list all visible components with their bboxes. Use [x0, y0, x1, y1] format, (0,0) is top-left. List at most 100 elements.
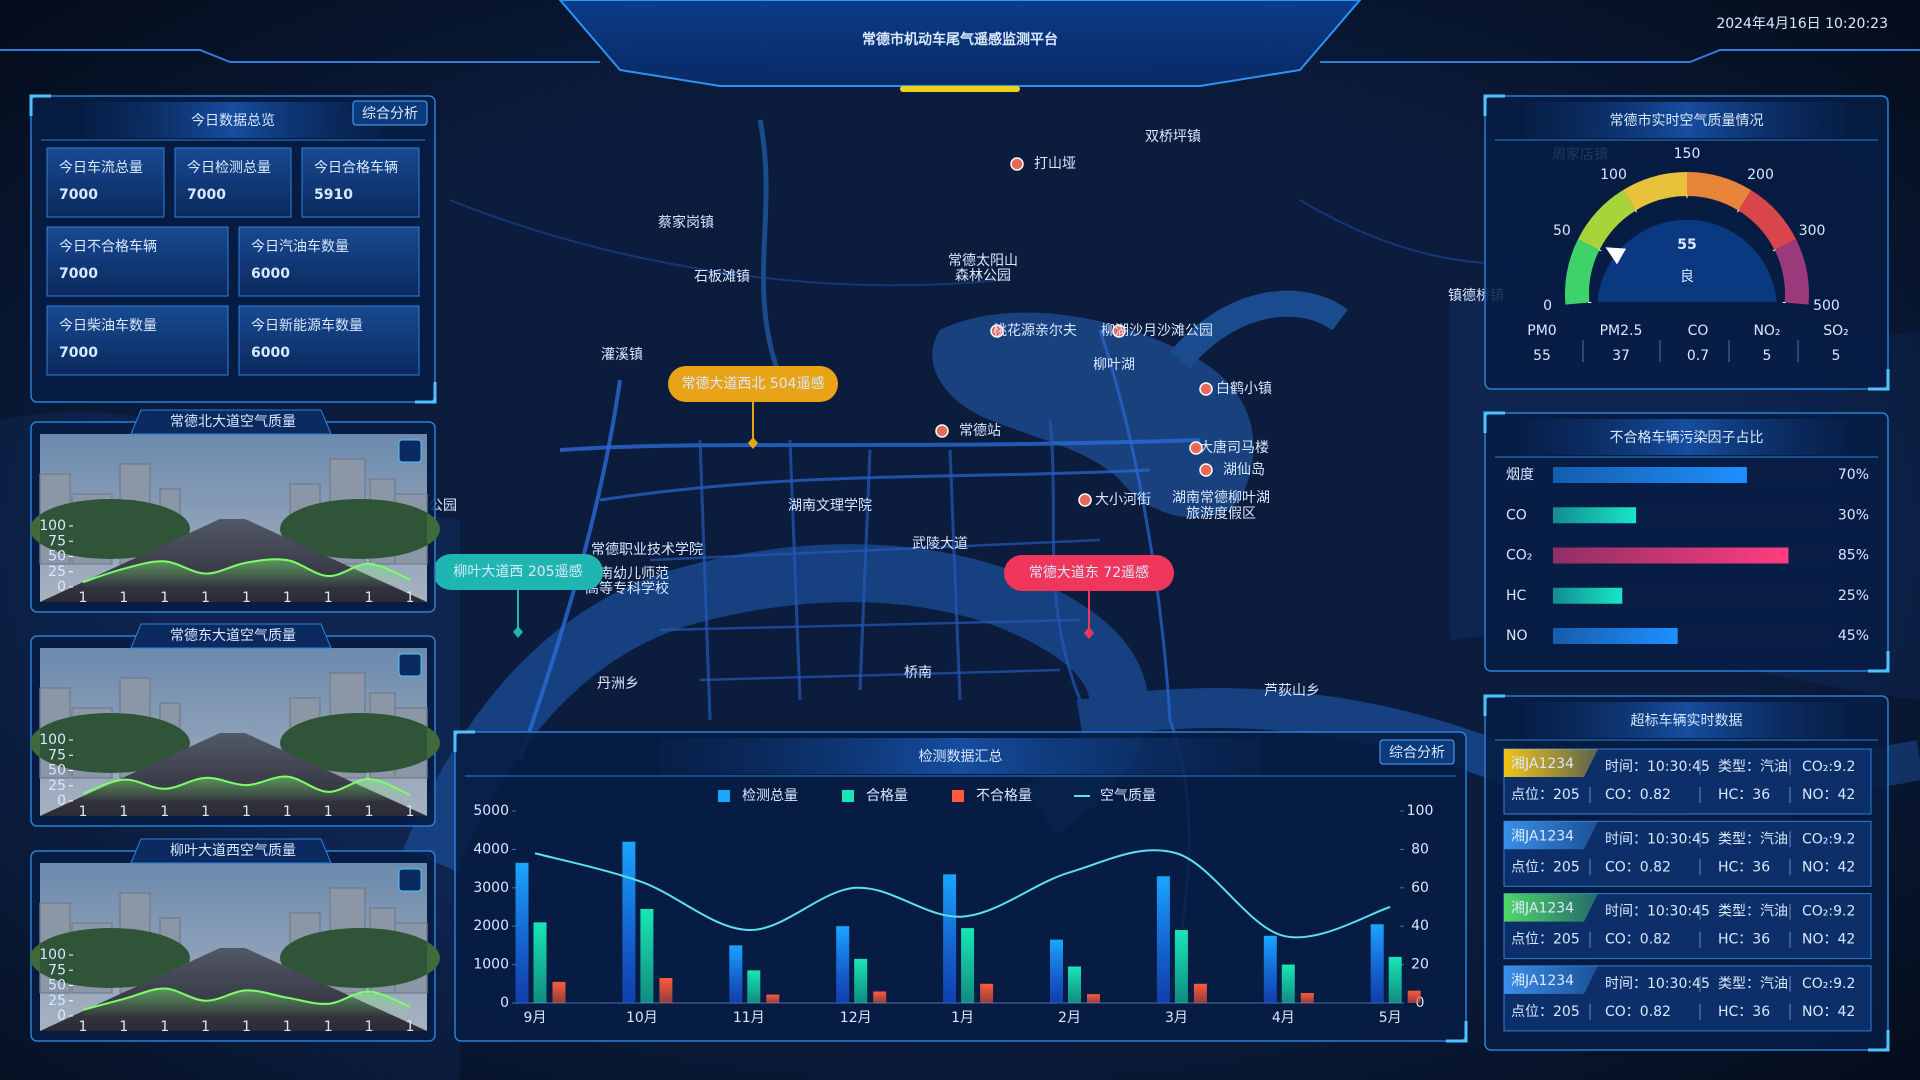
- gauge-tick-label: 100: [1600, 167, 1627, 183]
- bar: [747, 970, 761, 1003]
- pollutant-name: PM0: [1527, 323, 1556, 339]
- y-tick-label: 0: [57, 1008, 66, 1024]
- stat-value: 7000: [59, 345, 98, 361]
- camera-title-tab: [130, 623, 332, 649]
- pollutant-name: PM2.5: [1600, 323, 1643, 339]
- y-tick-label: 50: [48, 549, 66, 565]
- y-tick-label: 0: [57, 793, 66, 809]
- y-tick-label: 25: [48, 778, 66, 794]
- marker-pill[interactable]: [1004, 555, 1174, 591]
- bar: [1388, 956, 1402, 1003]
- legend-label: 检测总量: [742, 788, 798, 804]
- vehicle-point: 点位：205: [1511, 1004, 1580, 1020]
- value-label: 70%: [1838, 467, 1869, 483]
- camera-title-tab: [130, 409, 332, 435]
- bar: [1193, 983, 1207, 1003]
- x-tick-label: 1月: [951, 1010, 974, 1026]
- marker-pill[interactable]: [668, 366, 838, 402]
- button-label[interactable]: 综合分析: [1389, 745, 1445, 761]
- poi-icon[interactable]: [1199, 382, 1213, 396]
- poi-icon[interactable]: [935, 424, 949, 438]
- panel-header: [83, 102, 383, 138]
- vehicle-no: NO：42: [1802, 859, 1855, 875]
- camera-trees: [30, 499, 190, 559]
- stat-label: 今日新能源车数量: [251, 317, 363, 334]
- legend-swatch: [952, 790, 964, 802]
- marker-label[interactable]: 柳叶大道西 205遥感: [453, 563, 582, 580]
- plate: 湘JA1234: [1511, 901, 1574, 917]
- poi-icon[interactable]: [1078, 493, 1092, 507]
- x-tick-label: 1: [283, 804, 292, 820]
- marker-pin[interactable]: [748, 437, 758, 449]
- category-label: 烟度: [1506, 467, 1534, 483]
- camera-trees: [280, 928, 440, 988]
- map-label: 石板滩镇: [694, 269, 750, 285]
- marker-label[interactable]: 常德大道东 72遥感: [1029, 564, 1149, 581]
- poi-icon[interactable]: [1010, 157, 1024, 171]
- x-tick-label: 1: [283, 590, 292, 606]
- pollutant-name: CO: [1688, 323, 1709, 339]
- map-label: 湖仙岛: [1223, 462, 1265, 478]
- bar: [836, 926, 850, 1003]
- panel-title: 检测数据汇总: [919, 749, 1003, 765]
- vehicle-time: 时间：10:30:45: [1605, 904, 1710, 920]
- y2-tick-label: 40: [1411, 918, 1429, 934]
- map-label: 湖南文理学院: [788, 498, 872, 514]
- marker-pin[interactable]: [1084, 627, 1094, 639]
- map-label: 武陵大道: [912, 536, 968, 552]
- camera-expand[interactable]: [398, 653, 422, 677]
- vehicle-no: NO：42: [1802, 1004, 1855, 1020]
- camera-trees: [280, 499, 440, 559]
- poi-icon[interactable]: [1189, 441, 1203, 455]
- camera-expand[interactable]: [398, 439, 422, 463]
- vehicle-no: NO：42: [1802, 932, 1855, 948]
- poi-icon[interactable]: [1112, 324, 1126, 338]
- datetime: 2024年4月16日 10:20:23: [1716, 16, 1888, 32]
- gauge-arc: [1577, 190, 1636, 251]
- button[interactable]: [1379, 739, 1455, 765]
- x-tick-label: 1: [160, 804, 169, 820]
- line-area: [83, 988, 410, 1016]
- marker-label[interactable]: 常德大道西北 504遥感: [681, 375, 824, 392]
- poi-icon[interactable]: [990, 324, 1004, 338]
- vehicle-co2: CO₂:9.2: [1802, 759, 1855, 775]
- plate-tag: [1504, 749, 1598, 777]
- gauge-center: [1597, 219, 1777, 302]
- poi-icon[interactable]: [1199, 463, 1213, 477]
- gauge-tick-label: 500: [1813, 298, 1840, 314]
- y-tick-label: 25: [48, 993, 66, 1009]
- vehicle-time: 时间：10:30:45: [1605, 831, 1710, 847]
- x-tick-label: 1: [324, 590, 333, 606]
- gauge-arc: [1622, 172, 1688, 211]
- panel-header: [1526, 419, 1847, 455]
- stat-label: 今日汽油车数量: [251, 238, 349, 255]
- x-tick-label: 1: [406, 804, 415, 820]
- gauge-arc: [1774, 239, 1809, 305]
- button[interactable]: [352, 100, 428, 126]
- camera-expand[interactable]: [398, 868, 422, 892]
- gauge-value: 55: [1677, 237, 1696, 253]
- vehicle-co2: CO₂:9.2: [1802, 904, 1855, 920]
- x-tick-label: 1: [119, 1019, 128, 1035]
- gauge-tick: [1634, 209, 1638, 213]
- x-tick-label: 1: [324, 804, 333, 820]
- x-tick-label: 1: [365, 590, 374, 606]
- bar: [1263, 935, 1277, 1003]
- marker-pill[interactable]: [433, 554, 603, 590]
- y-tick-label: 1000: [473, 957, 509, 973]
- button-label[interactable]: 综合分析: [362, 106, 418, 122]
- marker-pin[interactable]: [513, 626, 523, 638]
- panel-corner: [1483, 694, 1890, 1052]
- bar: [980, 983, 994, 1003]
- bar: [1281, 964, 1295, 1003]
- plate: 湘JA1234: [1511, 828, 1574, 844]
- gauge-tick-label: 200: [1747, 167, 1774, 183]
- vehicle-type: 类型：汽油: [1718, 831, 1788, 847]
- stat-value: 6000: [251, 266, 290, 282]
- panel-header: [1526, 702, 1847, 738]
- line: [534, 849, 1391, 939]
- camera-title: 常德东大道空气质量: [170, 628, 296, 644]
- gauge-level: 良: [1680, 269, 1694, 285]
- bar: [729, 945, 743, 1003]
- panel-header: [1526, 102, 1847, 138]
